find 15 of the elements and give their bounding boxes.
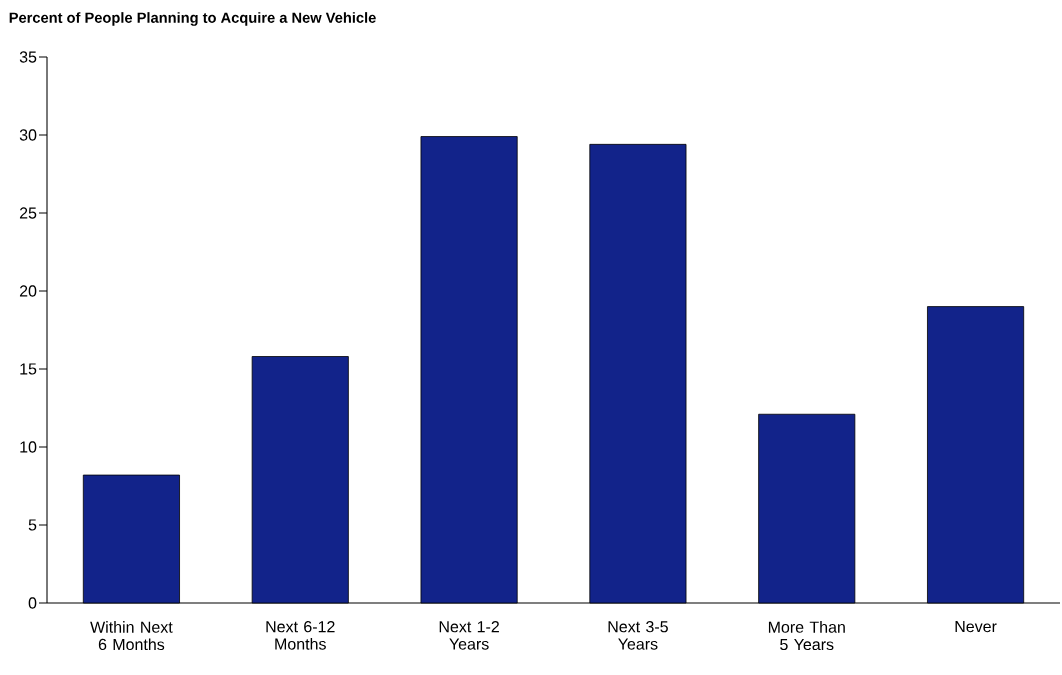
- x-tick-label: Next 1-2 Years: [439, 621, 499, 650]
- chart-title: Percent of People Planning to Acquire a New Vehicle: [9, 12, 376, 26]
- y-tick-label: 5: [28, 519, 37, 531]
- y-tick-label: 0: [28, 597, 37, 609]
- x-tick-label: Next 3-5 Years: [608, 621, 668, 650]
- x-tick-label: Within Next 6 Months: [90, 621, 173, 651]
- y-tick-label: 10: [20, 441, 37, 453]
- x-tick-label: Next 6-12 Months: [266, 621, 335, 650]
- x-tick-label: More Than 5 Years: [768, 621, 845, 651]
- y-tick-label: 35: [19, 51, 37, 63]
- x-tick-label: Never: [955, 621, 997, 633]
- y-tick-label: 15: [20, 363, 37, 375]
- y-tick-label: 30: [19, 129, 37, 141]
- y-tick-label: 25: [19, 207, 37, 219]
- y-tick-label: 20: [19, 285, 37, 297]
